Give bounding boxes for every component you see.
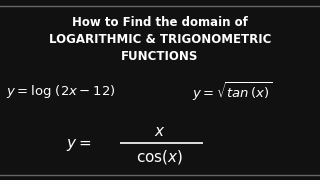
- Text: $x$: $x$: [154, 125, 166, 139]
- Text: $y = \sqrt{tan\,(x)}$: $y = \sqrt{tan\,(x)}$: [192, 80, 272, 103]
- Text: LOGARITHMIC & TRIGONOMETRIC: LOGARITHMIC & TRIGONOMETRIC: [49, 33, 271, 46]
- Text: How to Find the domain of: How to Find the domain of: [72, 16, 248, 29]
- Text: $\cos(x)$: $\cos(x)$: [136, 148, 184, 166]
- Text: $y = \log\,(2x - 12)$: $y = \log\,(2x - 12)$: [6, 83, 116, 100]
- Text: $y = $: $y = $: [66, 137, 91, 153]
- Text: FUNCTIONS: FUNCTIONS: [121, 50, 199, 63]
